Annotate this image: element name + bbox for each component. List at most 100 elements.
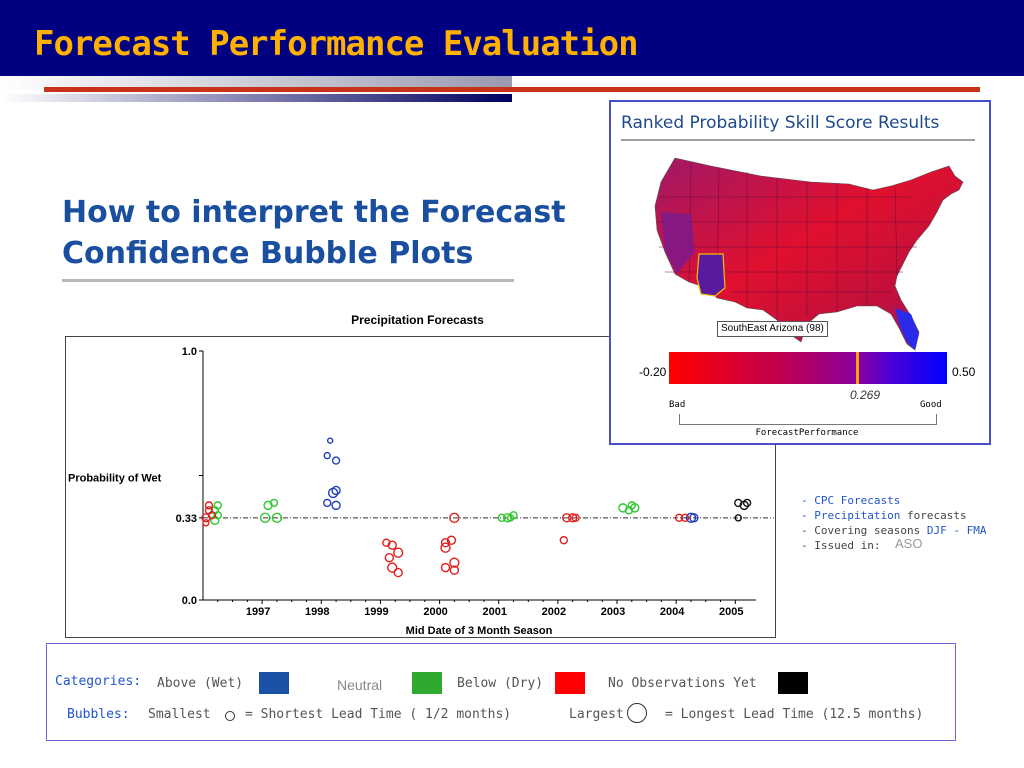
colorbar-min-label: -0.20 [639, 365, 667, 379]
data-point-dry [449, 557, 460, 568]
x-tick-label: 2003 [601, 606, 625, 618]
x-tick-label: 2005 [719, 606, 743, 618]
legend-large-bubble-icon [627, 703, 647, 723]
note-issued: - Issued in: [801, 539, 881, 552]
florida-blue [895, 308, 919, 350]
legend-bubbles-label: Bubbles: [67, 707, 130, 722]
slide-title: Forecast Performance Evaluation [34, 24, 639, 64]
legend-largest-desc: = Longest Lead Time (12.5 months) [665, 707, 924, 722]
legend-categories-label: Categories: [55, 674, 142, 689]
data-point-dry [440, 542, 451, 553]
y-tick-label: 1.0 [182, 346, 197, 358]
x-tick-label: 2000 [423, 606, 447, 618]
legend-neutral-swatch [412, 672, 442, 694]
data-point-above [323, 451, 331, 460]
colorbar-brace [679, 414, 937, 425]
title-bar [0, 0, 1024, 76]
data-point-no_obs [734, 498, 743, 508]
data-point-dry [449, 565, 460, 575]
skill-score-map-panel: Ranked Probability Skill Score Results S… [609, 100, 991, 445]
note-seasons: - Covering seasons DJF - FMA [801, 523, 986, 538]
note-cpc: - CPC Forecasts [801, 494, 901, 507]
y-axis-label: Probability of Wet [68, 473, 162, 485]
data-point-dry [440, 538, 451, 548]
x-tick-label: 2004 [660, 606, 685, 618]
data-point-below [497, 513, 506, 523]
data-point-below [259, 512, 271, 524]
note-seasons-value[interactable]: DJF - FMA [920, 524, 987, 537]
issued-value: ASO [895, 536, 923, 551]
data-point-dry [202, 519, 210, 527]
data-point-above [685, 512, 697, 524]
data-point-below [213, 511, 222, 520]
data-point-dry [392, 547, 404, 558]
decor-stripe-red [44, 87, 980, 92]
data-point-dry [449, 512, 460, 524]
data-point-below [624, 506, 634, 515]
x-tick-label: 2001 [482, 606, 506, 618]
data-point-below [506, 514, 515, 522]
x-axis-label: Mid Date of 3 Month Season [406, 625, 553, 637]
legend-small-bubble-icon [225, 711, 235, 721]
legend-box: Categories: Above (Wet) Neutral Below (D… [46, 643, 956, 741]
data-point-dry [204, 501, 214, 510]
data-point-dry [674, 513, 684, 523]
colorbar-good-label: Good [920, 400, 942, 410]
data-point-dry [387, 562, 398, 573]
data-point-dry [440, 562, 451, 573]
data-point-above [331, 485, 341, 496]
data-point-dry [204, 506, 214, 515]
decor-stripe-navy [0, 94, 512, 102]
note-precip: - Precipitation forecasts [801, 508, 986, 523]
arizona-highlight [696, 253, 726, 297]
map-tooltip: SouthEast Arizona (98) [717, 321, 828, 337]
southwest-purple [661, 212, 695, 274]
legend-largest-label: Largest [569, 707, 624, 722]
colorbar-marker-value: 0.269 [850, 388, 881, 402]
data-point-above [326, 437, 334, 444]
x-tick-label: 1999 [364, 606, 388, 618]
colorbar-max-label: 0.50 [952, 365, 976, 379]
note-seasons-label: - Covering seasons [801, 524, 921, 537]
colorbar-bad-label: Bad [669, 400, 686, 410]
x-tick-label: 1997 [246, 606, 270, 618]
data-point-above [689, 513, 699, 523]
map-title: Ranked Probability Skill Score Results [621, 113, 940, 133]
x-tick-label: 2002 [542, 606, 566, 618]
legend-smallest-label: Smallest [148, 707, 211, 722]
note-precip-rest: forecasts [900, 509, 967, 522]
us-skill-map[interactable] [611, 102, 989, 443]
data-point-dry [382, 538, 391, 547]
note-precip-link[interactable]: - Precipitation [801, 509, 901, 522]
data-point-above [331, 456, 341, 465]
data-point-dry [680, 513, 690, 523]
data-point-dry [393, 567, 403, 578]
decor-stripe-gray [0, 76, 512, 90]
y-tick-label: 0.33 [176, 513, 197, 525]
data-point-dry [562, 513, 572, 523]
data-point-dry [384, 552, 395, 563]
colorbar-marker [856, 352, 859, 384]
data-point-below [271, 512, 283, 524]
legend-below-label: Below (Dry) [457, 676, 544, 691]
data-point-above [331, 500, 341, 511]
data-point-below [630, 503, 640, 513]
section-heading-rule [62, 279, 514, 282]
bubble-plot: 1.0 0.33 0.0 Probability of Wet 1997 1998 1999… [68, 346, 774, 637]
x-tick-label: 1998 [305, 606, 329, 618]
map-title-rule [621, 139, 975, 141]
legend-above-swatch [259, 672, 289, 694]
colorbar [669, 352, 947, 384]
data-point-no_obs [742, 498, 752, 508]
data-point-below [213, 501, 222, 510]
data-point-dry [559, 536, 568, 545]
section-heading: How to interpret the Forecast Confidence… [62, 195, 566, 271]
data-point-above [323, 498, 332, 508]
legend-below-swatch [555, 672, 585, 694]
y-tick-label: 0.0 [182, 595, 197, 607]
data-point-dry [571, 513, 580, 523]
side-notes: - CPC Forecasts - Precipitation forecast… [801, 493, 986, 553]
legend-noobs-swatch [778, 672, 808, 694]
data-point-dry [446, 535, 457, 545]
plot-frame: 1.0 0.33 0.0 Probability of Wet 1997 1998 1999… [65, 336, 776, 638]
